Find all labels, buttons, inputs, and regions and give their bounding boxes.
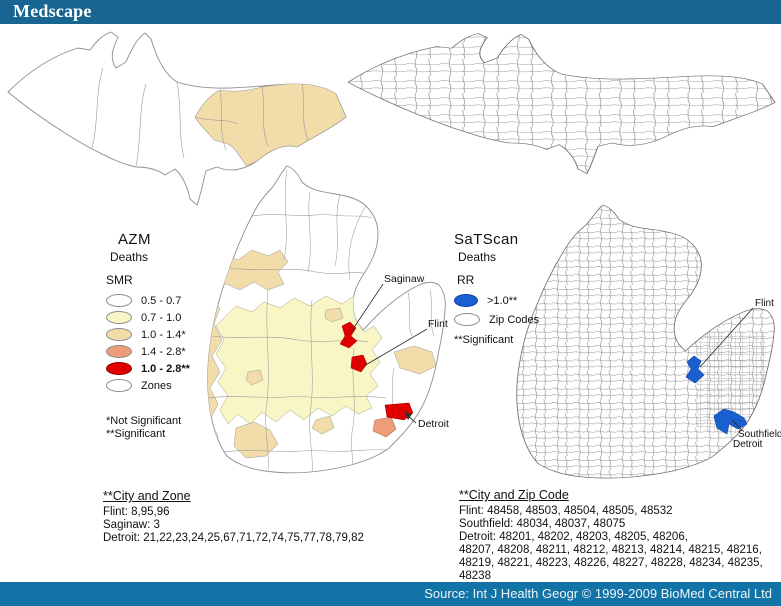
zone-line-detroit: Detroit: 21,22,23,24,25,67,71,72,74,75,7… bbox=[103, 532, 364, 544]
azm-label-detroit: Detroit bbox=[418, 418, 449, 430]
header-bar: Medscape bbox=[0, 0, 781, 24]
saginaw-cluster bbox=[339, 321, 358, 349]
zip-line-flint: Flint: 48458, 48503, 48504, 48505, 48532 bbox=[459, 505, 673, 517]
smr-swatch-0507 bbox=[106, 294, 132, 307]
satscan-map: Flint Southfield Detroit bbox=[347, 32, 781, 479]
azm-legend-title: AZM bbox=[118, 231, 151, 248]
zone-line-flint: Flint: 8,95,96 bbox=[103, 506, 170, 518]
satscan-legend-notes: **Significant bbox=[454, 334, 539, 347]
legend-row: >1.0** bbox=[454, 294, 539, 307]
legend-label: 1.0 - 1.4* bbox=[141, 328, 186, 341]
smr-swatch-0710 bbox=[106, 311, 132, 324]
satscan-label-detroit: Detroit bbox=[733, 439, 763, 450]
satscan-label-southfield: Southfield bbox=[738, 429, 781, 440]
legend-label: Zip Codes bbox=[489, 313, 540, 326]
legend-row: 1.0 - 1.4* bbox=[106, 328, 190, 341]
zipcodes-swatch bbox=[454, 313, 480, 326]
legend-row: 0.7 - 1.0 bbox=[106, 311, 190, 324]
satscan-significant-clusters bbox=[685, 355, 748, 435]
azm-up-smr-zone-tan bbox=[194, 82, 346, 167]
flint-cluster bbox=[350, 354, 368, 373]
note-significant: **Significant bbox=[454, 334, 514, 346]
legend-row: Zip Codes bbox=[454, 313, 539, 326]
azm-legend-subtitle: Deaths bbox=[110, 250, 149, 264]
legend-label: Zones bbox=[141, 379, 172, 392]
legend-row: Zones bbox=[106, 379, 190, 392]
satscan-upper-peninsula bbox=[347, 32, 776, 175]
smr-swatch-significant bbox=[106, 362, 132, 375]
detroit-arrowhead bbox=[404, 412, 412, 420]
azm-legend-notes: *Not Significant **Significant bbox=[106, 415, 190, 441]
smr-swatch-1428 bbox=[106, 345, 132, 358]
zone-line-saginaw: Saginaw: 3 bbox=[103, 519, 160, 531]
flint-blue-cluster bbox=[685, 355, 705, 384]
azm-legend: AZM Deaths SMR 0.5 - 0.7 0.7 - 1.0 1.0 -… bbox=[106, 231, 190, 441]
azm-zone-boundaries bbox=[208, 169, 435, 473]
azm-legend-measure: SMR bbox=[106, 273, 133, 287]
legend-label: >1.0** bbox=[487, 294, 518, 307]
zones-swatch bbox=[106, 379, 132, 392]
satscan-callout-lines bbox=[699, 307, 754, 431]
legend-label: 0.7 - 1.0 bbox=[141, 311, 182, 324]
satscan-legend-measure: RR bbox=[457, 273, 475, 287]
zip-line-detroit-2: 48207, 48208, 48211, 48212, 48213, 48214… bbox=[459, 544, 762, 556]
footer-bar: Source: Int J Health Geogr © 1999-2009 B… bbox=[0, 582, 781, 606]
source-credit: Source: Int J Health Geogr © 1999-2009 B… bbox=[424, 586, 772, 601]
legend-row: 1.0 - 2.8** bbox=[106, 362, 190, 375]
legend-label: 0.5 - 0.7 bbox=[141, 294, 182, 307]
legend-label: 1.4 - 2.8* bbox=[141, 345, 186, 358]
azm-zone-salmon bbox=[372, 416, 397, 438]
zip-line-detroit-1: Detroit: 48201, 48202, 48203, 48205, 482… bbox=[459, 531, 688, 543]
satscan-legend-title: SaTScan bbox=[454, 231, 519, 248]
rr-blue-swatch bbox=[454, 294, 478, 307]
azm-zone-yellow bbox=[215, 295, 383, 425]
azm-label-saginaw: Saginaw bbox=[384, 273, 425, 285]
satscan-label-flint: Flint bbox=[755, 298, 774, 309]
note-not-significant: *Not Significant bbox=[106, 415, 182, 427]
legend-row: 0.5 - 0.7 bbox=[106, 294, 190, 307]
city-and-zipcode-heading: **City and Zip Code bbox=[459, 488, 569, 502]
azm-label-flint: Flint bbox=[428, 318, 448, 330]
city-and-zipcode-block: **City and Zip Code Flint: 48458, 48503,… bbox=[459, 488, 763, 583]
southfield-detroit-blue-cluster bbox=[713, 408, 748, 435]
zip-line-detroit-3: 48219, 48221, 48223, 48226, 48227, 48228… bbox=[459, 557, 763, 569]
zip-line-detroit-4: 48238 bbox=[459, 570, 491, 582]
smr-swatch-1014 bbox=[106, 328, 132, 341]
satscan-legend-subtitle: Deaths bbox=[458, 250, 497, 264]
medscape-logo: Medscape bbox=[13, 1, 92, 21]
legend-label: 1.0 - 2.8** bbox=[141, 362, 190, 375]
note-significant: **Significant bbox=[106, 428, 166, 440]
zip-line-southfield: Southfield: 48034, 48037, 48075 bbox=[459, 518, 626, 530]
satscan-legend: SaTScan Deaths RR >1.0** Zip Codes **Sig… bbox=[454, 231, 539, 347]
city-and-zone-block: **City and Zone Flint: 8,95,96 Saginaw: … bbox=[103, 489, 364, 545]
azm-up-zone-boundaries bbox=[91, 67, 309, 167]
legend-row: 1.4 - 2.8* bbox=[106, 345, 190, 358]
city-and-zone-heading: **City and Zone bbox=[103, 489, 191, 503]
